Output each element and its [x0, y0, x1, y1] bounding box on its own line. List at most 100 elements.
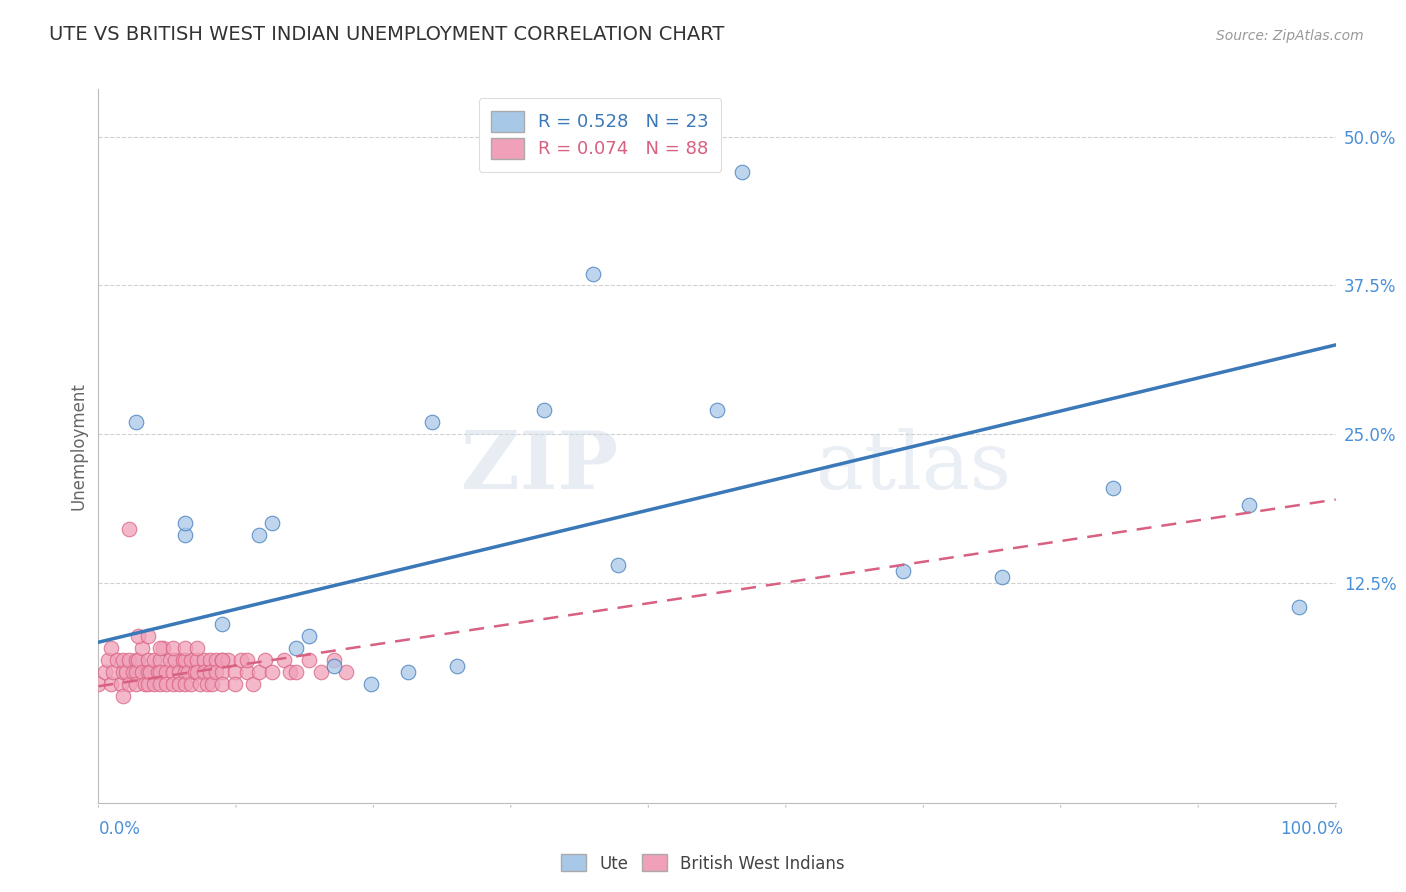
Point	[285, 665, 308, 679]
Point	[143, 653, 166, 667]
Text: ZIP: ZIP	[461, 428, 619, 507]
Point	[205, 653, 228, 667]
Point	[1237, 499, 1260, 513]
Point	[136, 665, 159, 679]
Point	[188, 677, 211, 691]
Point	[124, 665, 146, 679]
Point	[273, 653, 295, 667]
Point	[152, 641, 174, 656]
Text: UTE VS BRITISH WEST INDIAN UNEMPLOYMENT CORRELATION CHART: UTE VS BRITISH WEST INDIAN UNEMPLOYMENT …	[49, 25, 724, 44]
Point	[100, 677, 122, 691]
Point	[174, 653, 197, 667]
Point	[149, 641, 172, 656]
Point	[198, 665, 221, 679]
Point	[322, 653, 344, 667]
Point	[149, 677, 172, 691]
Point	[990, 570, 1012, 584]
Legend: R = 0.528   N = 23, R = 0.074   N = 88: R = 0.528 N = 23, R = 0.074 N = 88	[478, 98, 721, 171]
Point	[224, 665, 246, 679]
Point	[127, 629, 149, 643]
Point	[211, 653, 233, 667]
Point	[167, 665, 190, 679]
Text: atlas: atlas	[815, 428, 1011, 507]
Point	[131, 641, 153, 656]
Y-axis label: Unemployment: Unemployment	[69, 382, 87, 510]
Point	[131, 665, 153, 679]
Point	[186, 653, 208, 667]
Point	[607, 558, 630, 572]
Point	[172, 653, 194, 667]
Point	[136, 677, 159, 691]
Point	[217, 653, 239, 667]
Point	[180, 653, 202, 667]
Point	[103, 665, 125, 679]
Point	[298, 629, 321, 643]
Point	[236, 665, 259, 679]
Point	[114, 665, 136, 679]
Point	[247, 528, 270, 542]
Point	[211, 677, 233, 691]
Point	[124, 677, 146, 691]
Point	[396, 665, 419, 679]
Point	[176, 665, 198, 679]
Point	[149, 665, 172, 679]
Point	[211, 653, 233, 667]
Point	[198, 653, 221, 667]
Point	[174, 641, 197, 656]
Point	[211, 617, 233, 632]
Point	[186, 641, 208, 656]
Point	[195, 677, 218, 691]
Point	[112, 653, 135, 667]
Point	[149, 653, 172, 667]
Point	[124, 415, 146, 429]
Point	[242, 677, 264, 691]
Legend: Ute, British West Indians: Ute, British West Indians	[554, 847, 852, 880]
Point	[100, 641, 122, 656]
Point	[174, 516, 197, 531]
Point	[260, 665, 283, 679]
Point	[260, 516, 283, 531]
Point	[278, 665, 301, 679]
Point	[731, 165, 754, 179]
Point	[193, 665, 215, 679]
Point	[706, 403, 728, 417]
Point	[422, 415, 444, 429]
Text: Source: ZipAtlas.com: Source: ZipAtlas.com	[1216, 29, 1364, 43]
Point	[110, 677, 132, 691]
Point	[155, 665, 177, 679]
Point	[93, 665, 115, 679]
Point	[309, 665, 332, 679]
Point	[891, 564, 914, 578]
Point	[112, 665, 135, 679]
Point	[446, 659, 468, 673]
Point	[184, 665, 207, 679]
Point	[201, 677, 224, 691]
Point	[1288, 599, 1310, 614]
Point	[193, 653, 215, 667]
Point	[167, 677, 190, 691]
Point	[165, 653, 187, 667]
Point	[87, 677, 110, 691]
Point	[236, 653, 259, 667]
Point	[533, 403, 555, 417]
Point	[360, 677, 382, 691]
Point	[162, 665, 184, 679]
Point	[205, 665, 228, 679]
Point	[118, 653, 141, 667]
Point	[285, 641, 308, 656]
Point	[174, 665, 197, 679]
Text: 0.0%: 0.0%	[98, 820, 141, 838]
Point	[124, 653, 146, 667]
Point	[143, 677, 166, 691]
Point	[224, 677, 246, 691]
Point	[105, 653, 128, 667]
Point	[118, 522, 141, 536]
Point	[174, 528, 197, 542]
Point	[186, 665, 208, 679]
Point	[174, 677, 197, 691]
Point	[97, 653, 120, 667]
Point	[1102, 481, 1125, 495]
Point	[146, 665, 169, 679]
Point	[122, 665, 145, 679]
Point	[298, 653, 321, 667]
